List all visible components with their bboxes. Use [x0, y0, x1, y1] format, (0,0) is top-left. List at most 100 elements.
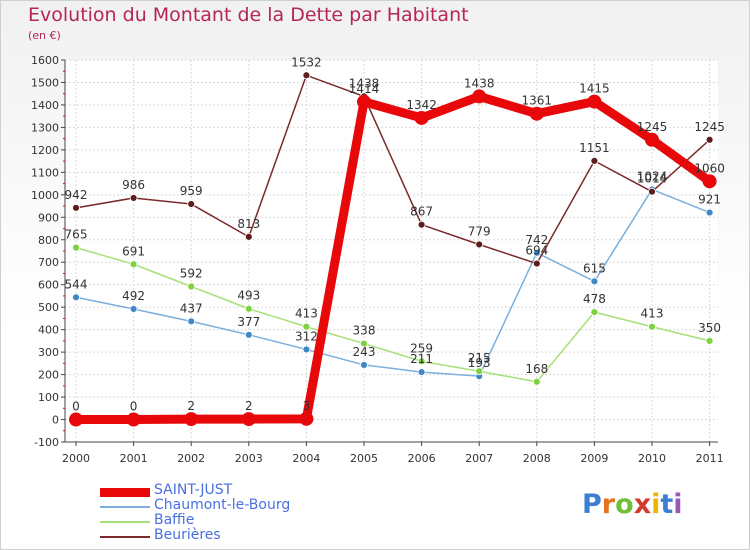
x-tick-label: 2004 — [292, 452, 320, 465]
data-label: 867 — [410, 205, 433, 219]
data-point — [417, 368, 426, 377]
legend-swatch — [100, 521, 150, 523]
brand-letter: r — [601, 489, 616, 520]
legend-label: Chaumont-le-Bourg — [154, 497, 291, 513]
data-point — [648, 322, 656, 331]
data-point — [532, 259, 541, 268]
data-point — [472, 89, 487, 104]
data-label: 2 — [187, 399, 195, 413]
brand-letter: t — [660, 489, 674, 520]
series-line-baffie — [75, 246, 711, 383]
data-point — [244, 232, 253, 241]
y-tick-label: 500 — [38, 301, 59, 314]
legend-swatch — [100, 536, 150, 538]
x-tick-label: 2001 — [120, 452, 148, 465]
data-label: 1532 — [291, 55, 322, 69]
data-label: 377 — [237, 315, 260, 329]
data-point — [244, 330, 253, 339]
data-label: 312 — [295, 329, 318, 343]
data-point — [705, 208, 714, 217]
data-point — [590, 156, 599, 165]
legend-item: Chaumont-le-Bourg — [100, 497, 360, 514]
data-label: 1014 — [637, 172, 668, 186]
data-label: 259 — [410, 341, 433, 355]
data-label: 492 — [122, 289, 145, 303]
data-point — [129, 260, 138, 269]
data-label: 921 — [698, 193, 721, 207]
data-point — [69, 412, 83, 427]
data-label: 986 — [122, 178, 145, 192]
legend-swatch — [100, 487, 150, 497]
data-label: 437 — [180, 301, 203, 315]
y-tick-label: 100 — [38, 391, 59, 404]
data-label: 0 — [72, 400, 80, 414]
data-point — [244, 304, 253, 313]
data-label: 779 — [468, 224, 491, 238]
data-point — [414, 110, 429, 125]
y-tick-label: 1400 — [31, 99, 59, 112]
x-tick-label: 2009 — [580, 452, 608, 465]
data-point — [417, 220, 426, 229]
data-label: 215 — [468, 351, 491, 365]
data-point — [417, 357, 426, 366]
data-point — [590, 277, 599, 286]
data-point — [299, 411, 314, 426]
y-tick-label: 200 — [38, 369, 59, 382]
data-label: 813 — [237, 217, 260, 231]
data-label: 765 — [65, 228, 88, 242]
data-label: 193 — [468, 356, 491, 370]
data-label: 413 — [295, 307, 318, 321]
data-label: 1245 — [694, 120, 725, 134]
data-point — [648, 187, 656, 196]
data-point — [187, 200, 196, 208]
legend-label: Beurières — [154, 527, 221, 543]
legend-label: Baffie — [154, 512, 195, 528]
chart-title: Evolution du Montant de la Dette par Hab… — [28, 4, 469, 26]
x-tick-label: 2007 — [465, 452, 493, 465]
data-point — [645, 132, 659, 147]
data-point — [126, 412, 141, 427]
data-label: 959 — [180, 184, 203, 198]
data-label: 694 — [525, 244, 548, 258]
data-point — [72, 293, 80, 302]
data-label: 211 — [410, 352, 433, 366]
y-tick-label: 300 — [38, 346, 59, 359]
data-point — [184, 412, 199, 427]
series-line-beuri-res — [75, 74, 711, 265]
series-line-chaumont-le-bourg — [75, 188, 711, 377]
data-point — [302, 322, 311, 331]
data-label: 243 — [353, 345, 376, 359]
data-label: 615 — [583, 261, 606, 275]
data-point — [357, 94, 371, 109]
legend-swatch — [100, 506, 150, 508]
data-point — [72, 203, 80, 212]
data-label: 338 — [353, 324, 376, 338]
data-point — [529, 106, 544, 121]
data-point — [302, 71, 311, 80]
y-tick-label: 0 — [52, 414, 59, 427]
data-label: 493 — [237, 289, 260, 303]
data-point — [241, 412, 256, 427]
data-label: 1342 — [406, 98, 437, 112]
data-label: 0 — [130, 400, 138, 414]
data-label: 1245 — [637, 120, 668, 134]
y-tick-label: 700 — [38, 256, 59, 269]
data-label: 942 — [65, 188, 88, 202]
y-tick-label: 800 — [38, 234, 59, 247]
data-label: 3 — [303, 399, 311, 413]
brand-letter: P — [582, 489, 602, 520]
y-tick-label: -100 — [34, 436, 59, 449]
y-tick-label: 1600 — [31, 54, 59, 67]
data-label: 1414 — [349, 82, 380, 96]
data-point — [187, 282, 196, 291]
chart-unit-label: (en €) — [28, 29, 61, 42]
plot-area — [65, 60, 718, 442]
data-point — [360, 361, 368, 369]
data-label: 2 — [245, 399, 253, 413]
data-label: 544 — [65, 277, 88, 291]
data-point — [705, 135, 714, 144]
y-tick-label: 1200 — [31, 144, 59, 157]
data-label: 1361 — [522, 94, 553, 108]
data-label: 1438 — [349, 76, 380, 90]
